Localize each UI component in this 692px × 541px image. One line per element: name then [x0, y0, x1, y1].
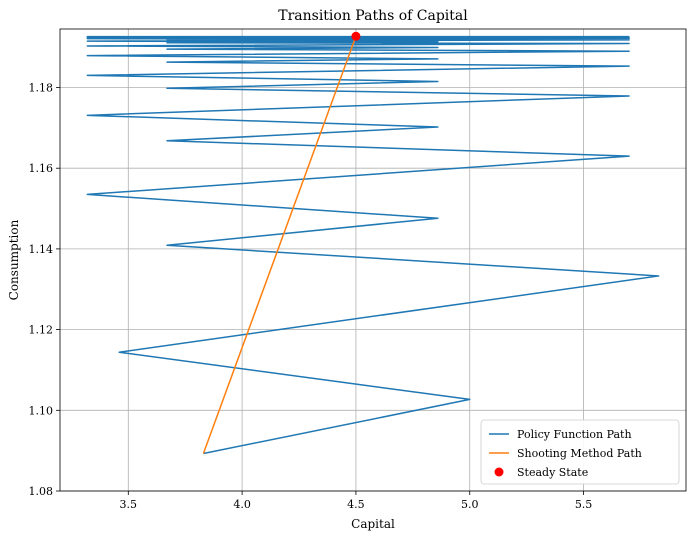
steady-state-marker	[351, 31, 361, 41]
y-tick-label: 1.10	[29, 404, 54, 417]
x-axis: 3.5 4.0 4.5 5.0 5.5	[120, 491, 593, 511]
legend-swatch-steady-state	[494, 467, 504, 477]
shooting-method-path-line	[202, 36, 357, 454]
y-tick-label: 1.12	[29, 324, 54, 337]
legend: Policy Function Path Shooting Method Path…	[480, 419, 680, 485]
y-axis-label: Consumption	[7, 219, 21, 300]
policy-function-path-line	[86, 35, 660, 455]
y-tick-label: 1.16	[29, 162, 54, 175]
x-tick-label: 3.5	[120, 498, 138, 511]
legend-label-steady-state: Steady State	[517, 466, 588, 479]
plot-frame	[59, 28, 687, 492]
y-axis: 1.08 1.10 1.12 1.14 1.16 1.18	[29, 82, 60, 498]
legend-label-shooting-method-path: Shooting Method Path	[517, 447, 642, 460]
x-tick-label: 4.0	[233, 498, 251, 511]
y-tick-label: 1.08	[29, 485, 54, 498]
x-tick-label: 5.0	[461, 498, 479, 511]
x-tick-label: 4.5	[347, 498, 365, 511]
y-tick-label: 1.14	[29, 243, 54, 256]
series-layer	[86, 31, 660, 455]
x-axis-label: Capital	[351, 517, 395, 531]
legend-box	[480, 419, 680, 485]
legend-label-policy-function-path: Policy Function Path	[517, 428, 632, 441]
x-tick-label: 5.5	[575, 498, 593, 511]
chart-title: Transition Paths of Capital	[278, 8, 468, 24]
y-tick-label: 1.18	[29, 82, 54, 95]
